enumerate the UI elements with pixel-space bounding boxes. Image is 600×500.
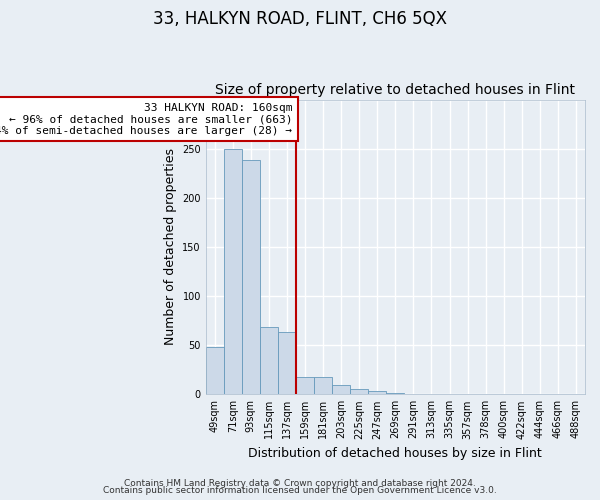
Bar [368, 392, 386, 394]
Bar [242, 160, 260, 394]
Bar [314, 376, 332, 394]
Bar [206, 347, 224, 395]
Bar [278, 332, 296, 394]
Bar [224, 148, 242, 394]
Bar [296, 376, 314, 394]
X-axis label: Distribution of detached houses by size in Flint: Distribution of detached houses by size … [248, 447, 542, 460]
Text: Contains HM Land Registry data © Crown copyright and database right 2024.: Contains HM Land Registry data © Crown c… [124, 478, 476, 488]
Bar [260, 328, 278, 394]
Y-axis label: Number of detached properties: Number of detached properties [164, 148, 176, 346]
Text: 33 HALKYN ROAD: 160sqm
← 96% of detached houses are smaller (663)
4% of semi-det: 33 HALKYN ROAD: 160sqm ← 96% of detached… [0, 102, 292, 136]
Text: 33, HALKYN ROAD, FLINT, CH6 5QX: 33, HALKYN ROAD, FLINT, CH6 5QX [153, 10, 447, 28]
Bar [332, 386, 350, 394]
Text: Contains public sector information licensed under the Open Government Licence v3: Contains public sector information licen… [103, 486, 497, 495]
Bar [350, 390, 368, 394]
Title: Size of property relative to detached houses in Flint: Size of property relative to detached ho… [215, 83, 575, 97]
